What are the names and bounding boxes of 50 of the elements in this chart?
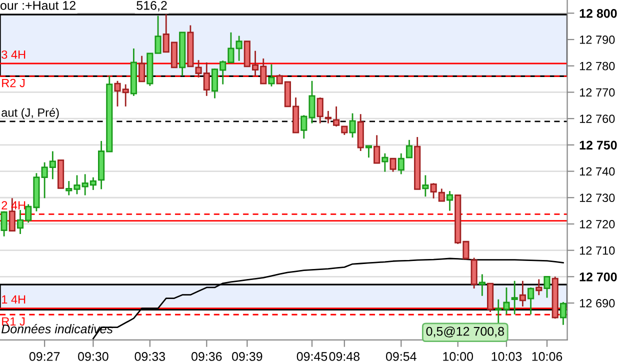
candlestick: [560, 301, 566, 326]
x-tick-label: 09:30: [78, 352, 108, 361]
annotation: 0,5@12 700,8: [426, 326, 504, 338]
y-tick-label: 12 690: [580, 299, 615, 308]
x-tick-label: 09:45: [296, 352, 328, 361]
y-tick-label: 12 730: [580, 194, 615, 202]
x-tick-label: 09:54: [386, 352, 416, 361]
y-tick-label: 12 770: [580, 88, 615, 97]
x-tick-label: 10:03: [492, 352, 522, 361]
x-tick-label: 09:39: [232, 352, 262, 361]
x-tick-label: 10:06: [532, 352, 562, 361]
y-tick-label: 12 790: [580, 36, 615, 44]
x-tick-label: 10:00: [443, 352, 474, 361]
candlestick: [236, 35, 242, 62]
ref-line-label: R1 J: [2, 317, 25, 326]
candlestick: [422, 174, 429, 198]
candlestick: [478, 274, 486, 297]
candlestick: [536, 278, 542, 296]
candlestick: [349, 112, 356, 138]
y-tick-label: 12 710: [580, 246, 615, 255]
annotation: 516,2: [136, 1, 167, 12]
candlestick: [511, 280, 518, 316]
y-tick-label: 12 750: [580, 140, 617, 150]
candlestick: [268, 64, 275, 88]
candlestick: [374, 134, 380, 164]
candlestick: [519, 280, 526, 308]
candlestick: [544, 276, 550, 298]
ref-line-label: 1 4H: [2, 295, 26, 304]
candlestick: [316, 96, 324, 124]
y-tick-label: 12 780: [580, 62, 615, 70]
candlestick: [365, 145, 372, 158]
y-tick-label: 12 700: [580, 272, 617, 282]
ref-line-label: 3 4H: [2, 50, 26, 59]
candlestick: [382, 152, 388, 172]
y-tick-label: 12 740: [580, 167, 615, 176]
x-tick-label: 09:27: [29, 352, 60, 361]
y-tick-label: 12 760: [580, 114, 615, 123]
candlestick: [528, 286, 534, 316]
candlestick: [446, 190, 454, 212]
candlestick: [390, 158, 396, 172]
x-tick-label: 09:48: [329, 352, 360, 361]
y-tick-label: 12 800: [580, 8, 617, 18]
y-tick-label: 12 720: [580, 220, 615, 228]
ref-line-label: R2 J: [2, 78, 25, 88]
ref-line-label: aut (J, Pré): [2, 108, 59, 120]
x-tick-label: 09:33: [134, 352, 166, 361]
candlestick: [138, 55, 146, 82]
candlestick: [0, 210, 8, 238]
annotation: our :+Haut 12: [0, 1, 76, 10]
x-tick-label: 09:36: [191, 352, 222, 361]
